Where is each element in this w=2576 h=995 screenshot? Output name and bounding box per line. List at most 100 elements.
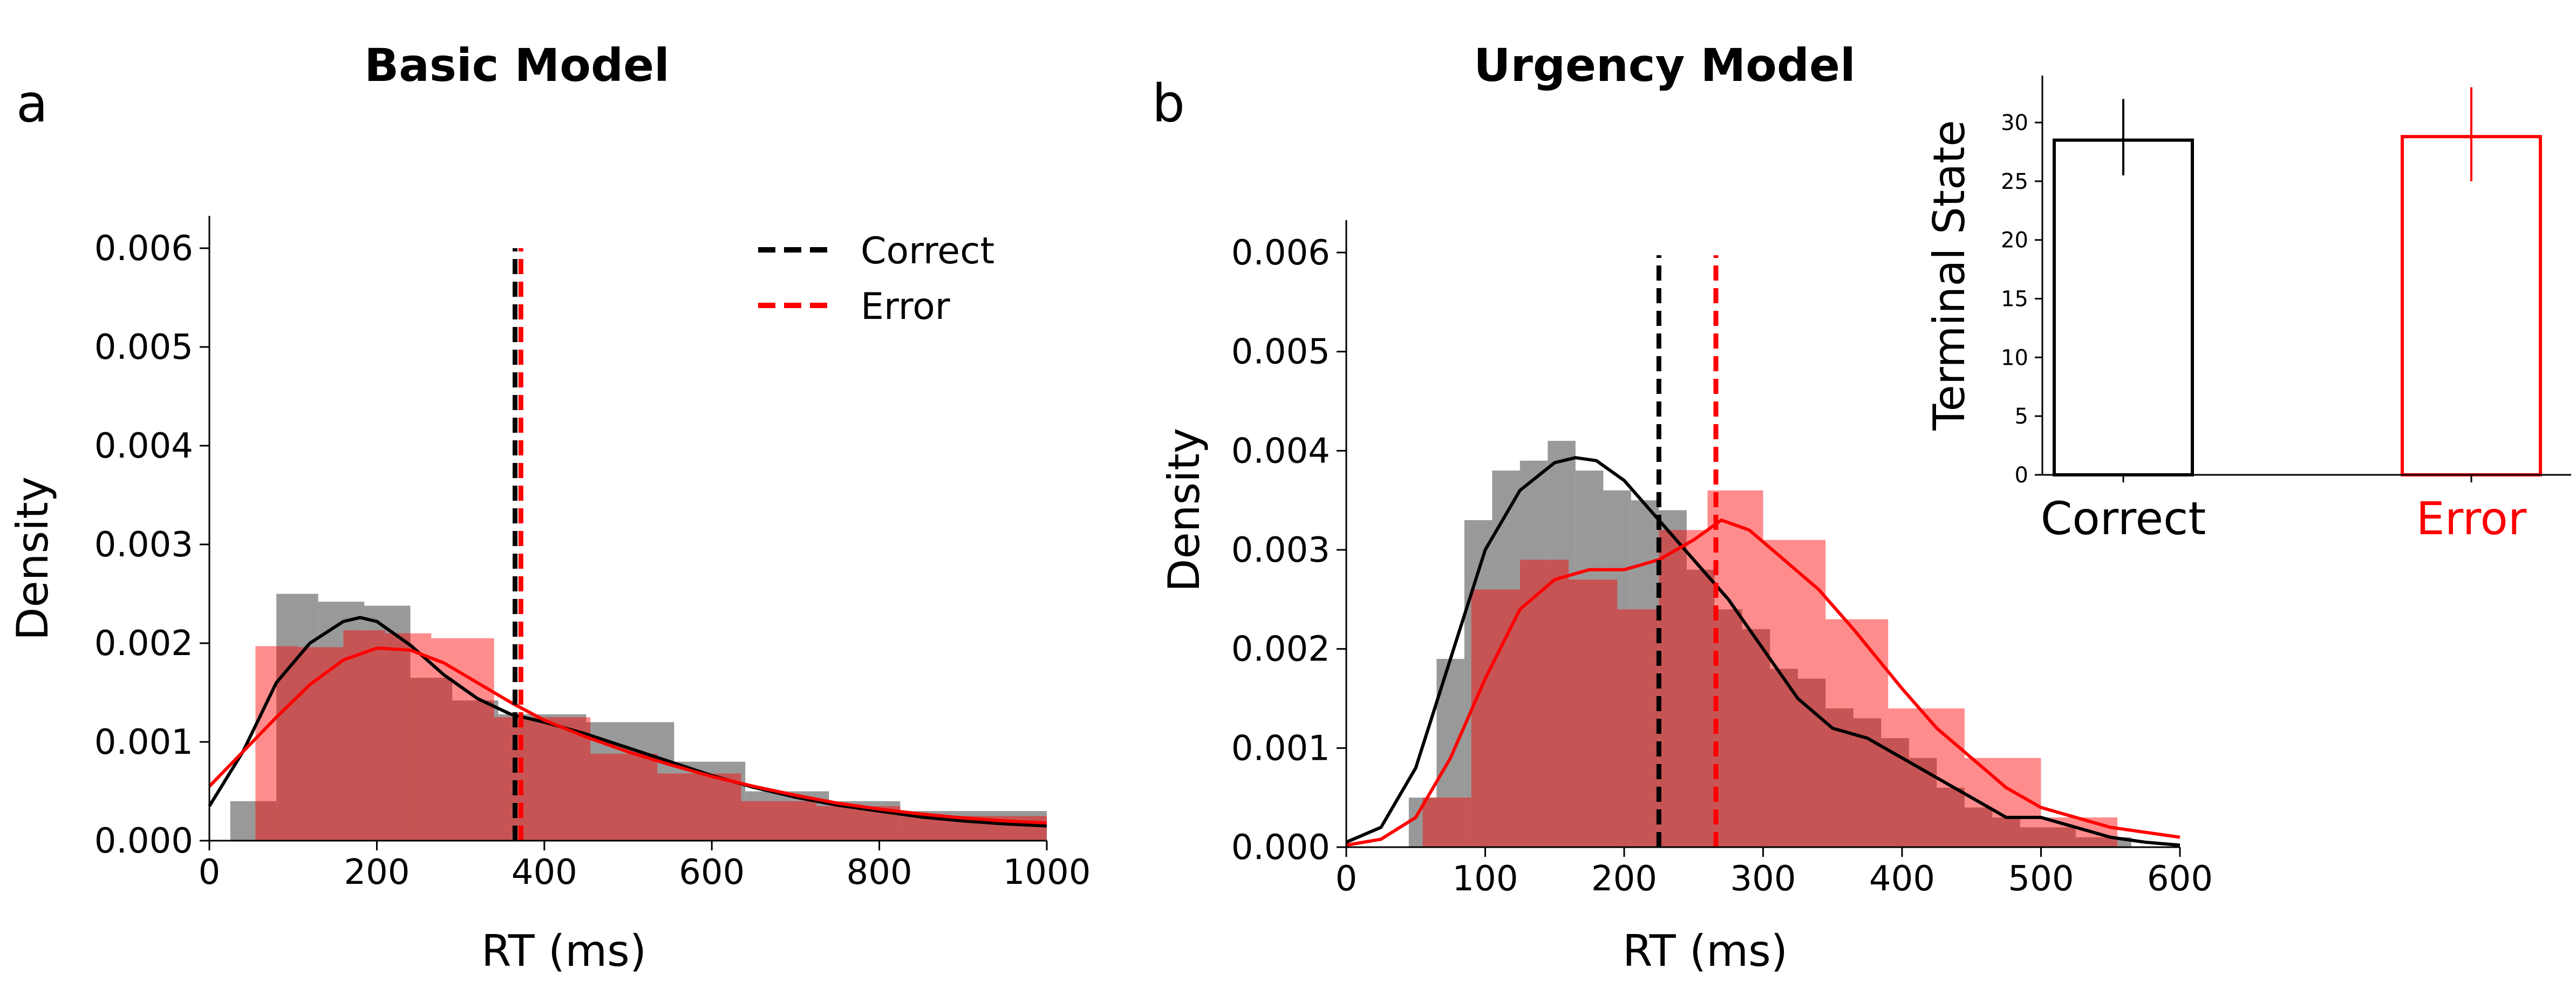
p0-correct-hist-bar [230, 801, 277, 841]
p1-x-tick-label: 300 [1730, 859, 1796, 899]
p0-y-tick-label: 0.004 [94, 426, 193, 466]
legend-correct-label: Correct [861, 230, 994, 272]
p1-correct-hist-bar [1659, 510, 1687, 847]
inset-plot-area: Correct Error 0 5 10 15 20 25 30 [2001, 76, 2571, 545]
panel-a-plot-area: 0 200 400 600 800 1000 0.000 0.001 0.002 0.003 0.0… [94, 216, 1091, 892]
p1-x-tick-label: 400 [1869, 859, 1935, 899]
p1-y-tick-label: 0.002 [1231, 630, 1330, 670]
legend-error-label: Error [861, 285, 950, 328]
p0-error-hist-bar [385, 633, 432, 841]
inset-bar-correct [2053, 138, 2194, 476]
p1-correct-hist-bar [1992, 817, 2020, 847]
p1-correct-hist-bar [2075, 837, 2104, 847]
p0-error-hist-bar [657, 773, 741, 841]
panel-label-b: b [1152, 73, 1185, 134]
p0-y-tick-label: 0.000 [94, 821, 193, 861]
panel-b-chart: Urgency Model 0 100 200 300 400 500 6000.0000.… [1159, 39, 2213, 976]
p0-correct-hist-bar [410, 678, 453, 841]
p1-error-kde-line [1346, 518, 2180, 847]
panel-a-ylabel: Density [8, 476, 58, 640]
panel-b-ylabel: Density [1159, 428, 1209, 592]
panel-a-chart: Basic Model 0 200 400 600 800 10000.0000.0010… [8, 39, 1091, 976]
p0-error-hist-bar [343, 630, 385, 841]
p1-y-tick-label: 0.004 [1231, 431, 1330, 471]
p1-correct-hist-bar [1937, 787, 1965, 847]
panel-a-xlabel: RT (ms) [481, 926, 646, 976]
p1-correct-hist-bar [1575, 471, 1604, 847]
p0-error-kde-line [208, 646, 1047, 825]
panel-b-xlabel: RT (ms) [1623, 926, 1788, 976]
inset-y-tick-label: 30 [2001, 111, 2028, 135]
p0-correct-hist-bar [318, 602, 365, 841]
p1-x-tick-label: 0 [1335, 859, 1358, 899]
p1-correct-hist-bar [2048, 827, 2076, 847]
p0-y-tick-label: 0.001 [94, 723, 193, 762]
p1-correct-hist-bar [1631, 500, 1659, 847]
p1-correct-hist-bar [1714, 609, 1742, 847]
p0-x-tick-label: 600 [679, 853, 745, 892]
p0-correct-hist-bar [364, 605, 411, 841]
p1-y-tick-label: 0.003 [1231, 530, 1330, 570]
inset-bar-chart: Correct Error 0 5 10 15 20 25 30 Terminal State [1924, 76, 2571, 545]
p1-y-tick-label: 0.005 [1231, 332, 1330, 372]
p1-correct-hist-bar [2020, 827, 2048, 847]
p0-correct-hist-bar [452, 700, 499, 841]
p0-x-tick-label: 800 [847, 853, 912, 892]
p1-error-hist-bar [1825, 619, 1889, 847]
panel-label-a: a [16, 73, 48, 134]
p1-x-tick-label: 600 [2147, 859, 2213, 899]
p1-error-hist-bar [1617, 609, 1659, 847]
p1-y-tick-label: 0.006 [1231, 233, 1330, 273]
p0-x-tick-label: 1000 [1003, 853, 1091, 892]
p0-error-hist-bar [297, 647, 344, 841]
p1-correct-hist-bar [1909, 758, 1937, 847]
p1-correct-hist-bar [1603, 490, 1631, 847]
inset-bar-error [2401, 135, 2542, 477]
p1-correct-hist-bar [1519, 460, 1548, 847]
inset-category-label-error: Error [2416, 492, 2527, 545]
p1-error-hist-bar [1471, 589, 1520, 847]
panel-a-legend: Correct Error [758, 230, 994, 328]
p1-y-tick-label: 0.000 [1231, 828, 1330, 868]
p1-correct-hist-bar [1686, 569, 1715, 847]
p0-x-tick-label: 200 [344, 853, 410, 892]
p1-error-hist-bar [1888, 708, 1965, 847]
p1-correct-hist-bar [1964, 807, 1993, 847]
p1-x-tick-label: 200 [1591, 859, 1657, 899]
inset-y-tick-label: 20 [2001, 228, 2028, 253]
p0-error-hist-bar [741, 801, 817, 841]
p0-y-tick-label: 0.002 [94, 624, 193, 664]
inset-y-tick-label: 25 [2001, 169, 2028, 194]
p1-error-hist-bar [1422, 798, 1471, 847]
p0-y-tick-label: 0.005 [94, 328, 193, 367]
p1-correct-kde-line [1345, 456, 2180, 847]
p0-x-tick-label: 0 [199, 853, 221, 892]
p1-y-tick-label: 0.001 [1231, 728, 1330, 768]
p1-correct-hist-bar [1548, 440, 1576, 847]
p1-correct-hist-bar [1742, 629, 1770, 847]
p0-error-hist-bar [431, 638, 494, 841]
p1-error-hist-bar [1569, 580, 1618, 847]
inset-category-label-correct: Correct [2041, 492, 2206, 545]
inset-y-tick-label: 0 [2015, 463, 2028, 488]
p0-y-tick-label: 0.003 [94, 525, 193, 565]
inset-y-tick-label: 10 [2001, 345, 2028, 370]
p1-error-hist-bar [1659, 530, 1708, 847]
p1-correct-hist-bar [1797, 678, 1826, 847]
p0-correct-hist-bar [276, 594, 318, 841]
p0-error-hist-bar [590, 753, 658, 841]
p1-correct-hist-bar [1770, 669, 1798, 847]
p0-y-tick-label: 0.006 [94, 229, 193, 269]
panel-b-title: Urgency Model [1474, 39, 1856, 92]
inset-y-tick-label: 15 [2001, 287, 2028, 312]
p1-error-hist-bar [1519, 560, 1569, 847]
p0-error-hist-bar [255, 646, 297, 841]
p1-correct-hist-bar [1881, 738, 1909, 847]
panel-b-plot-area: 0 100 200 300 400 500 6000.0000.0010.0020.0030… [1231, 220, 2213, 899]
panel-a-title: Basic Model [364, 39, 670, 92]
p1-x-tick-label: 500 [2008, 859, 2074, 899]
inset-ylabel: Terminal State [1924, 120, 1974, 431]
p0-error-hist-bar [544, 717, 591, 841]
p1-x-tick-label: 100 [1452, 859, 1518, 899]
